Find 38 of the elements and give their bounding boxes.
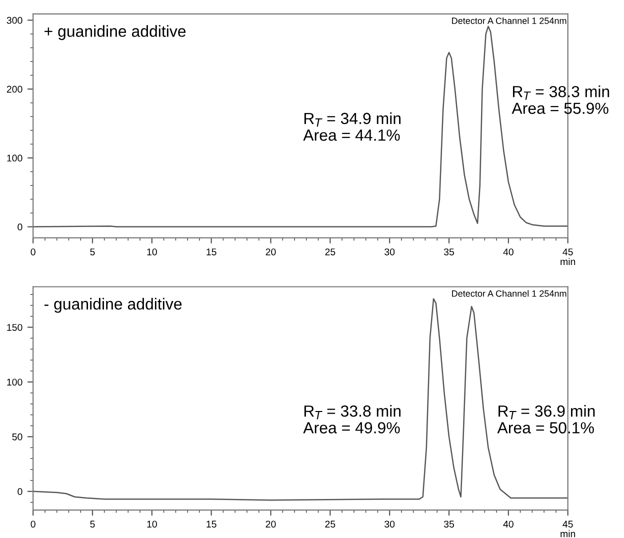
x-tick-label: 15 — [206, 520, 216, 528]
y-tick-label: 300 — [6, 16, 22, 24]
x-tick-label: 25 — [325, 520, 336, 528]
annotation: R$_{T}$ = 33.8 min Area = 49.9% — [303, 405, 401, 434]
x-tick-label: 5 — [90, 520, 95, 528]
y-tick-label: 150 — [7, 324, 22, 331]
x-tick-label: 40 — [503, 248, 514, 256]
text: - guanidine additive — [44, 298, 182, 313]
x-tick-label: 20 — [266, 248, 276, 256]
x-tick-label: 45 — [562, 248, 573, 256]
x-tick-label: 20 — [266, 520, 276, 528]
x-tick-label: 30 — [384, 520, 395, 528]
y-tick-label: 200 — [6, 86, 22, 93]
x-axis-title: min — [560, 258, 576, 265]
text: + guanidine additive — [44, 25, 186, 40]
x-tick-label: 35 — [444, 248, 454, 256]
x-tick-label: 40 — [503, 520, 514, 528]
x-tick-label: 10 — [147, 520, 157, 528]
annotation: R$_{T}$ = 36.9 min Area = 50.1% — [497, 405, 595, 434]
x-tick-label: 15 — [206, 248, 216, 256]
x-tick-label: 35 — [444, 520, 454, 528]
x-tick-label: 0 — [30, 248, 36, 256]
x-axis-title: min — [560, 530, 576, 538]
annotation: R$_{T}$ = 38.3 min Area = 55.9% — [512, 86, 610, 114]
x-tick-label: 30 — [384, 248, 395, 256]
x-tick-label: 0 — [30, 520, 36, 528]
y-tick-label: 0 — [18, 488, 22, 496]
chart-subtitle: Detector A Channel 1 254nm — [452, 17, 566, 24]
chart-subtitle: Detector A Channel 1 254nm — [452, 290, 566, 297]
y-tick-label: 100 — [7, 378, 22, 386]
y-tick-label: 0 — [18, 224, 22, 230]
x-tick-label: 10 — [147, 248, 157, 256]
x-tick-label: 45 — [562, 520, 573, 528]
y-tick-label: 100 — [7, 154, 22, 162]
x-tick-label: 25 — [325, 248, 336, 256]
y-tick-label: 50 — [12, 433, 22, 440]
x-tick-label: 5 — [90, 248, 95, 256]
annotation: R$_{T}$ = 34.9 min Area = 44.1% — [303, 112, 401, 141]
